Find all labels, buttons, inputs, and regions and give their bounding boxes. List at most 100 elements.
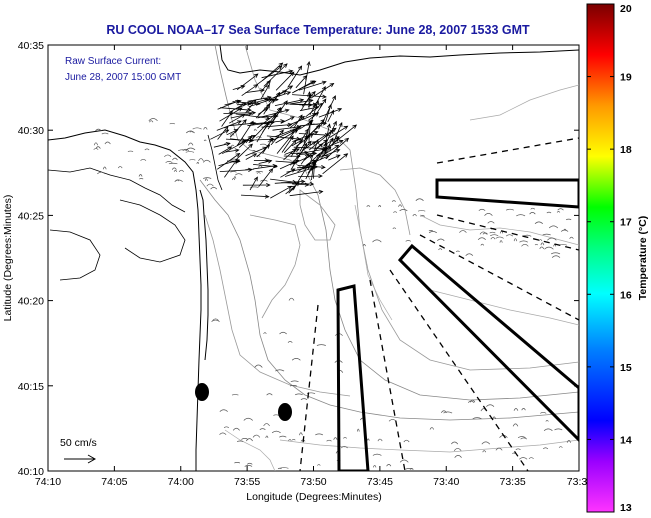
contour-fragment: [139, 178, 144, 180]
contour-fragment: [255, 136, 262, 139]
contour-fragment: [372, 453, 382, 456]
contour-fragment: [557, 208, 564, 211]
contour-fragment: [252, 434, 261, 438]
contour-fragment: [487, 221, 495, 224]
current-vector: [295, 75, 307, 89]
contour-fragment: [275, 369, 285, 372]
current-vector: [245, 89, 265, 93]
contour-fragment: [519, 240, 528, 243]
current-vector-head: [299, 98, 305, 103]
current-vector-head: [265, 115, 271, 121]
contour-fragment: [551, 255, 561, 258]
contour-fragment: [519, 457, 528, 460]
current-vector-head: [241, 138, 247, 143]
contour-fragment: [246, 438, 253, 442]
current-vector-head: [318, 173, 323, 179]
current-vector-head: [269, 137, 275, 142]
contour-fragment: [490, 237, 496, 240]
colorbar-tick-label: 13: [620, 502, 632, 514]
current-vector-head: [300, 179, 306, 184]
current-vector: [241, 84, 258, 97]
current-vector: [261, 124, 292, 128]
current-vector-head: [289, 71, 295, 77]
current-vector: [248, 99, 272, 108]
contour-fragment: [340, 445, 348, 449]
current-vector: [331, 122, 343, 147]
current-vector-head: [280, 119, 286, 124]
contour-fragment: [232, 427, 240, 431]
contour-fragment: [480, 243, 485, 246]
contour-fragment: [246, 462, 253, 465]
current-vector: [281, 182, 314, 185]
contour-fragment: [173, 169, 178, 172]
contour-fragment: [366, 438, 370, 441]
current-vector-head: [314, 112, 320, 117]
current-vector: [257, 107, 269, 115]
contour-fragment: [566, 439, 571, 443]
x-tick-label: 73:50: [300, 476, 326, 488]
current-vector-head: [265, 84, 270, 89]
current-vector: [232, 85, 245, 90]
contour-fragment: [556, 211, 561, 213]
current-vector-head: [292, 139, 297, 145]
current-vector: [261, 80, 271, 91]
current-vector: [309, 127, 337, 146]
current-vector-head: [332, 120, 337, 126]
current-vector: [325, 140, 344, 148]
contour-fragment: [289, 385, 298, 387]
contour-fragment: [300, 398, 308, 400]
contour-fragment: [539, 246, 545, 250]
contour-fragment: [472, 417, 482, 420]
current-vector: [298, 81, 327, 91]
contour-fragment: [516, 214, 526, 217]
current-vector: [329, 125, 348, 138]
x-tick-label: 73:3: [567, 476, 588, 488]
contour-fragment: [534, 244, 539, 246]
contour-fragment: [495, 236, 504, 239]
current-vector: [263, 63, 288, 87]
contour-fragment: [93, 148, 99, 150]
current-vector: [318, 108, 342, 118]
sandy-hook-spit: [207, 134, 223, 191]
isobath-contour: [354, 204, 393, 321]
current-vector-head: [322, 94, 327, 99]
current-vector-head: [313, 164, 319, 170]
current-vector-head: [294, 159, 300, 164]
contour-fragment: [465, 253, 474, 256]
current-vector: [218, 159, 240, 167]
current-vector: [247, 96, 272, 102]
colorbar-label: Temperature (°C): [637, 216, 649, 301]
current-vector: [270, 185, 292, 199]
contour-fragment: [515, 448, 521, 450]
dashed-transect-line: [389, 269, 529, 471]
current-vector: [302, 147, 327, 170]
contour-fragment: [95, 128, 102, 132]
current-vector: [305, 103, 323, 118]
current-vector: [322, 153, 348, 175]
river-shoreline: [48, 167, 186, 213]
contour-fragment: [326, 439, 332, 442]
current-vector-head: [253, 176, 258, 182]
current-vector-head: [251, 110, 257, 115]
contour-fragment: [438, 248, 443, 251]
contour-fragment: [391, 200, 396, 202]
contour-fragment: [437, 238, 445, 241]
current-vector-head: [233, 129, 239, 133]
dashed-transects: [299, 137, 579, 471]
contour-fragment: [203, 127, 208, 130]
current-vector: [285, 185, 296, 195]
contour-fragment: [415, 198, 424, 201]
current-vector: [240, 194, 269, 198]
contour-fragment: [343, 437, 347, 439]
contour-fragment: [288, 297, 295, 301]
current-vector-head: [248, 167, 253, 172]
contour-fragment: [149, 120, 154, 123]
current-vector-head: [335, 154, 341, 159]
contour-fragment: [417, 210, 426, 212]
current-vector-head: [236, 99, 242, 104]
contour-fragment: [243, 417, 253, 421]
contour-fragment: [545, 420, 549, 422]
colorbar-tick-label: 20: [620, 3, 632, 15]
current-vector-head: [265, 144, 271, 149]
current-vector: [281, 135, 294, 153]
